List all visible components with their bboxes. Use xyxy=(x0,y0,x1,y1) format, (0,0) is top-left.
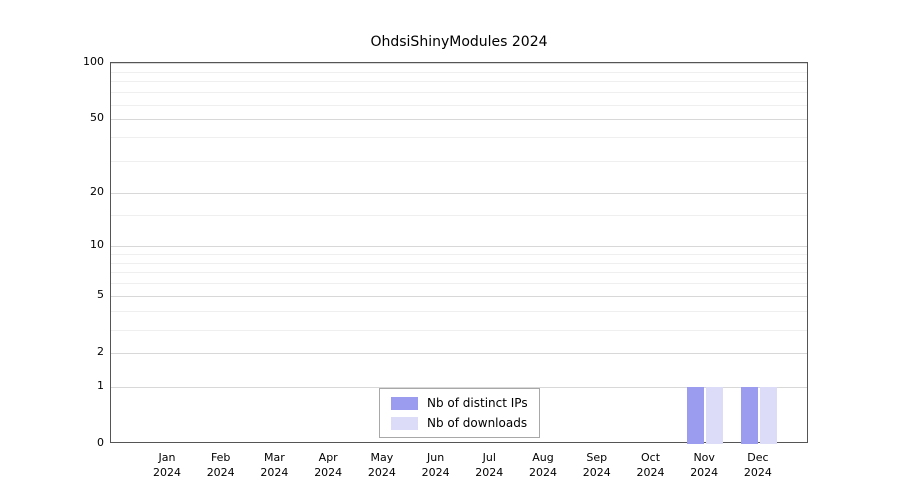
x-tick-month: Dec xyxy=(747,451,769,464)
x-tick-year: 2024 xyxy=(690,466,719,479)
legend-label: Nb of downloads xyxy=(427,416,528,430)
x-tick-label: Mar 2024 xyxy=(248,450,300,480)
x-tick-year: 2024 xyxy=(636,466,665,479)
x-tick-year: 2024 xyxy=(260,466,289,479)
y-tick-label: 10 xyxy=(90,238,104,251)
legend-item: Nb of downloads xyxy=(391,416,528,430)
legend: Nb of distinct IPs Nb of downloads xyxy=(379,388,540,438)
chart-title: OhdsiShinyModules 2024 xyxy=(370,34,548,50)
y-tick-label: 1 xyxy=(97,378,104,392)
x-tick-year: 2024 xyxy=(367,466,396,479)
bar-nb-of-distinct-ips xyxy=(740,386,758,444)
x-tick-month: Sep xyxy=(586,451,608,464)
x-tick-month: Aug xyxy=(532,451,554,464)
x-tick-year: 2024 xyxy=(743,466,772,479)
x-tick-label: Jan 2024 xyxy=(141,450,193,480)
y-tick-label: 20 xyxy=(90,184,104,198)
legend-item: Nb of distinct IPs xyxy=(391,396,528,410)
y-tick-label: 5 xyxy=(97,288,104,302)
y-tick-label: 50 xyxy=(90,111,104,125)
x-tick-month: Jan xyxy=(158,451,176,464)
x-tick-year: 2024 xyxy=(475,466,504,479)
minor-gridline xyxy=(111,137,807,139)
minor-gridline xyxy=(111,329,807,331)
x-tick-month: Oct xyxy=(640,451,661,464)
x-tick-month: Nov xyxy=(693,451,715,464)
major-gridline xyxy=(111,296,807,298)
minor-gridline xyxy=(111,253,807,255)
y-tick-label: 100 xyxy=(83,55,104,68)
x-tick-year: 2024 xyxy=(529,466,557,479)
x-tick-month: Jul xyxy=(482,451,496,464)
x-tick-month: Jun xyxy=(427,451,445,464)
major-gridline xyxy=(111,353,807,355)
x-tick-month: Mar xyxy=(264,451,285,464)
x-tick-label: Apr 2024 xyxy=(302,450,354,480)
minor-gridline xyxy=(111,272,807,274)
minor-gridline xyxy=(111,215,807,217)
minor-gridline xyxy=(111,262,807,264)
x-tick-year: 2024 xyxy=(153,466,181,479)
minor-gridline xyxy=(111,283,807,285)
x-tick-label: Oct 2024 xyxy=(625,450,677,480)
y-tick-label: 2 xyxy=(97,345,104,359)
minor-gridline xyxy=(111,92,807,94)
x-tick-month: May xyxy=(370,451,394,464)
bar-nb-of-downloads xyxy=(706,386,724,444)
x-tick-label: May 2024 xyxy=(356,450,408,480)
minor-gridline xyxy=(111,311,807,313)
legend-color-swatch xyxy=(391,396,418,410)
x-tick-label: Sep 2024 xyxy=(571,450,623,480)
major-gridline xyxy=(111,246,807,247)
x-tick-label: Jul 2024 xyxy=(463,450,515,480)
x-tick-label: Nov 2024 xyxy=(678,450,730,480)
minor-gridline xyxy=(111,104,807,106)
legend-color-swatch xyxy=(391,416,418,430)
minor-gridline xyxy=(111,160,807,162)
x-tick-month: Feb xyxy=(210,451,231,464)
major-gridline xyxy=(111,119,807,121)
major-gridline xyxy=(111,386,807,388)
major-gridline xyxy=(111,192,807,194)
x-tick-year: 2024 xyxy=(314,466,343,479)
plot-area xyxy=(110,62,808,444)
bar-nb-of-downloads xyxy=(759,386,777,444)
major-gridline xyxy=(111,63,807,64)
x-tick-year: 2024 xyxy=(582,466,611,479)
legend-label: Nb of distinct IPs xyxy=(427,396,528,410)
x-tick-label: Feb 2024 xyxy=(195,450,247,480)
x-tick-year: 2024 xyxy=(421,466,450,479)
x-tick-label: Jun 2024 xyxy=(410,450,462,480)
minor-gridline xyxy=(111,71,807,73)
y-tick-label: 0 xyxy=(97,436,104,449)
minor-gridline xyxy=(111,81,807,83)
bar-nb-of-distinct-ips xyxy=(687,386,705,444)
x-tick-year: 2024 xyxy=(206,466,235,479)
x-tick-label: Aug 2024 xyxy=(517,450,569,480)
x-tick-label: Dec 2024 xyxy=(732,450,784,480)
x-tick-month: Apr xyxy=(318,451,338,464)
